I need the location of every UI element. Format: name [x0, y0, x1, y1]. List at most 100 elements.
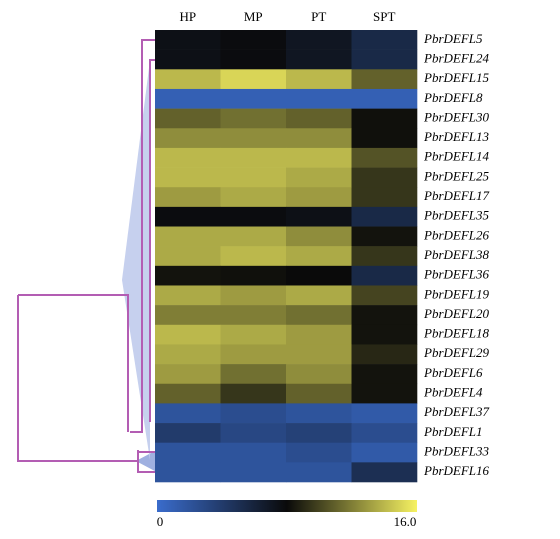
- row-label: PbrDEFL25: [423, 168, 490, 183]
- column-label: PT: [311, 9, 326, 24]
- heatmap-cell: [286, 285, 352, 306]
- heatmap-cell: [155, 226, 221, 247]
- heatmap-cell: [286, 364, 352, 385]
- heatmap-cell: [351, 187, 418, 208]
- heatmap-cell: [155, 383, 221, 404]
- row-label: PbrDEFL26: [423, 227, 490, 242]
- heatmap-cell: [286, 265, 352, 286]
- row-label: PbrDEFL37: [423, 404, 490, 419]
- heatmap-cell: [286, 128, 352, 149]
- heatmap-cell: [220, 88, 287, 109]
- heatmap-cell: [155, 462, 221, 483]
- heatmap-cell: [351, 147, 418, 168]
- heatmap-cell: [155, 344, 221, 365]
- heatmap-cell: [155, 246, 221, 267]
- heatmap-cell: [220, 423, 287, 443]
- heatmap-cell: [220, 442, 287, 463]
- heatmap-cell: [220, 167, 287, 188]
- heatmap-cell: [286, 423, 352, 443]
- row-label: PbrDEFL38: [423, 247, 490, 262]
- heatmap-cell: [155, 285, 221, 306]
- heatmap-cell: [286, 383, 352, 404]
- heatmap-cell: [220, 187, 287, 208]
- heatmap-cell: [155, 167, 221, 188]
- heatmap-cell: [155, 206, 221, 227]
- heatmap-cell: [220, 324, 287, 345]
- heatmap-cell: [220, 403, 287, 424]
- heatmap-cell: [220, 246, 287, 267]
- row-label: PbrDEFL6: [423, 365, 483, 380]
- heatmap-cell: [220, 30, 287, 50]
- heatmap-cell: [220, 383, 287, 404]
- heatmap-cell: [155, 69, 221, 90]
- heatmap-cell: [155, 187, 221, 208]
- heatmap-cell: [155, 265, 221, 286]
- heatmap-cell: [155, 49, 221, 70]
- color-bar-tick-label: 0: [157, 514, 164, 529]
- heatmap-cell: [220, 305, 287, 326]
- heatmap-cell: [220, 462, 287, 483]
- heatmap-cell: [220, 206, 287, 227]
- heatmap-cell: [351, 49, 418, 70]
- row-label: PbrDEFL16: [423, 463, 490, 478]
- heatmap-cell: [220, 344, 287, 365]
- heatmap-cell: [155, 128, 221, 149]
- heatmap-cell: [351, 285, 418, 306]
- heatmap-cell: [351, 364, 418, 385]
- row-label: PbrDEFL20: [423, 306, 490, 321]
- column-label: HP: [179, 9, 196, 24]
- heatmap-cell: [286, 226, 352, 247]
- color-bar: [157, 500, 417, 512]
- heatmap-cell: [351, 246, 418, 267]
- heatmap-cell: [351, 403, 418, 424]
- heatmap-cell: [155, 305, 221, 326]
- heatmap-cell: [286, 69, 352, 90]
- color-bar-tick-label: 16.0: [394, 514, 417, 529]
- heatmap-cell: [155, 364, 221, 385]
- row-label: PbrDEFL24: [423, 50, 490, 65]
- row-label: PbrDEFL15: [423, 70, 490, 85]
- column-label: SPT: [373, 9, 395, 24]
- heatmap-cell: [286, 88, 352, 109]
- heatmap-cell: [286, 147, 352, 168]
- heatmap-cell: [155, 403, 221, 424]
- heatmap-cell: [286, 403, 352, 424]
- heatmap-cell: [220, 364, 287, 385]
- heatmap-cell: [351, 30, 418, 50]
- heatmap-cell: [351, 423, 418, 443]
- row-label: PbrDEFL36: [423, 267, 490, 282]
- heatmap-cell: [286, 49, 352, 70]
- heatmap-cell: [286, 462, 352, 483]
- heatmap-cell: [155, 147, 221, 168]
- heatmap-cell: [351, 108, 418, 129]
- heatmap-cell: [286, 167, 352, 188]
- heatmap-cell: [351, 305, 418, 326]
- row-label: PbrDEFL18: [423, 326, 490, 341]
- row-label: PbrDEFL8: [423, 90, 483, 105]
- heatmap-cell: [351, 442, 418, 463]
- heatmap-cell: [220, 285, 287, 306]
- heatmap-cell: [220, 128, 287, 149]
- heatmap-cell: [155, 88, 221, 109]
- row-label: PbrDEFL19: [423, 286, 490, 301]
- heatmap-cell: [351, 324, 418, 345]
- row-label: PbrDEFL1: [423, 424, 483, 439]
- heatmap-cell: [286, 246, 352, 267]
- heatmap-cell: [286, 344, 352, 365]
- column-label: MP: [244, 9, 263, 24]
- heatmap-cell: [286, 30, 352, 50]
- row-label: PbrDEFL13: [423, 129, 490, 144]
- heatmap-cell: [286, 187, 352, 208]
- heatmap-cell: [351, 88, 418, 109]
- row-label: PbrDEFL4: [423, 385, 483, 400]
- row-label: PbrDEFL33: [423, 444, 490, 459]
- heatmap-cell: [220, 265, 287, 286]
- heatmap-cell: [220, 108, 287, 129]
- heatmap-cell: [220, 49, 287, 70]
- row-label: PbrDEFL14: [423, 149, 490, 164]
- heatmap-cell: [286, 108, 352, 129]
- heatmap-cell: [351, 344, 418, 365]
- heatmap-cell: [286, 305, 352, 326]
- heatmap-cell: [286, 206, 352, 227]
